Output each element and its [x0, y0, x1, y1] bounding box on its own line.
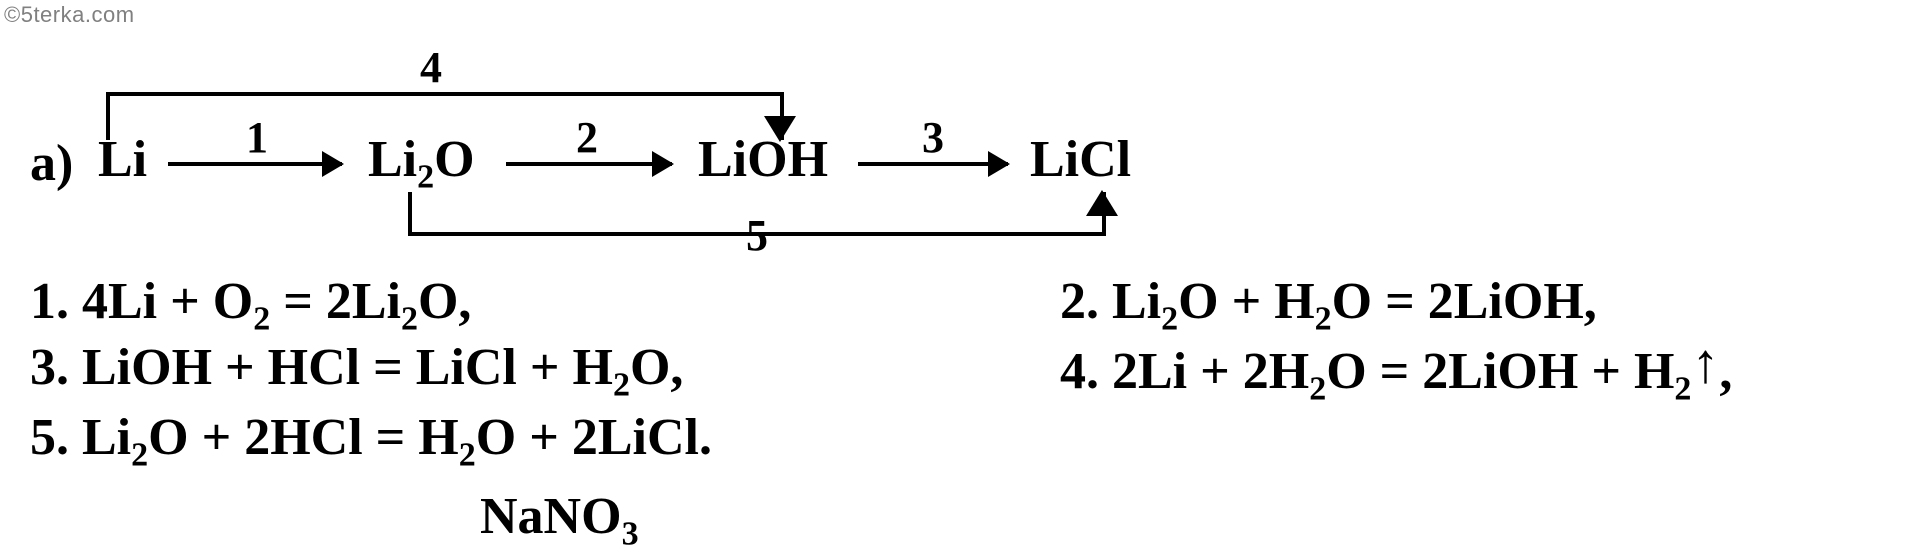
node-lioh: LiOH — [698, 134, 828, 186]
arrow-1 — [168, 162, 342, 166]
arrow-2 — [506, 162, 672, 166]
footer-formula: NaNO3 — [480, 487, 639, 546]
equation-row: 3. LiOH + HCl = LiCl + H2O, 4. 2Li + 2H2… — [30, 334, 1860, 407]
route-label-5: 5 — [746, 210, 768, 261]
node-licl: LiCl — [1030, 134, 1131, 186]
arrow-label-2: 2 — [576, 116, 598, 160]
route-label-4: 4 — [420, 42, 442, 93]
equation-1: 1. 4Li + O2 = 2Li2O, — [30, 268, 1060, 336]
equation-5: 5. Li2O + 2HCl = H2O + 2LiCl. — [30, 404, 1060, 472]
arrow-3 — [858, 162, 1008, 166]
reaction-scheme: a) 4 Li Li2O LiOH LiCl 1 2 3 5 — [30, 88, 1230, 248]
node-li: Li — [98, 134, 147, 186]
equation-row: 1. 4Li + O2 = 2Li2O, 2. Li2O + H2O = 2Li… — [30, 268, 1860, 336]
equation-list: 1. 4Li + O2 = 2Li2O, 2. Li2O + H2O = 2Li… — [30, 268, 1860, 470]
equation-row: 5. Li2O + 2HCl = H2O + 2LiCl. — [30, 404, 1860, 472]
arrow-label-3: 3 — [922, 116, 944, 160]
watermark-text: ©5terka.com — [4, 2, 135, 28]
scheme-letter: a) — [30, 134, 73, 193]
equation-4: 4. 2Li + 2H2O = 2LiOH + H2↑, — [1060, 334, 1860, 407]
equation-3: 3. LiOH + HCl = LiCl + H2O, — [30, 334, 1060, 407]
arrowhead-up-icon — [1086, 190, 1118, 216]
equation-2: 2. Li2O + H2O = 2LiOH, — [1060, 268, 1860, 336]
node-li2o: Li2O — [368, 134, 475, 186]
arrow-label-1: 1 — [246, 116, 268, 160]
